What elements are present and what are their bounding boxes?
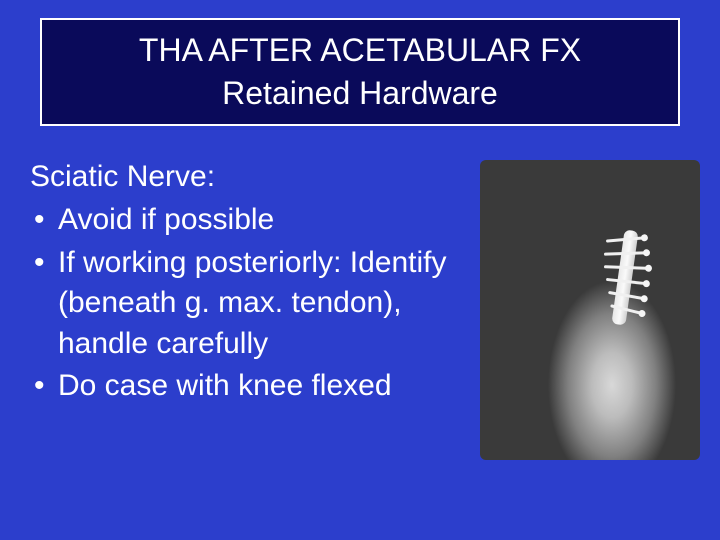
- bullet-text: Do case with knee flexed: [58, 366, 470, 407]
- bullet-text: If working posteriorly: Identify (beneat…: [58, 243, 470, 365]
- title-line-1: THA AFTER ACETABULAR FX: [139, 29, 581, 72]
- section-heading: Sciatic Nerve:: [30, 160, 470, 194]
- bullet-item: • Do case with knee flexed: [30, 366, 470, 407]
- content-area: Sciatic Nerve: • Avoid if possible • If …: [30, 160, 470, 409]
- acetabular-hardware-icon: [598, 220, 668, 330]
- bullet-marker-icon: •: [30, 243, 58, 284]
- title-line-2: Retained Hardware: [222, 72, 498, 115]
- bullet-item: • Avoid if possible: [30, 200, 470, 241]
- bullet-marker-icon: •: [30, 200, 58, 241]
- bullet-text: Avoid if possible: [58, 200, 470, 241]
- hip-xray-image: [480, 160, 700, 460]
- bullet-marker-icon: •: [30, 366, 58, 407]
- bullet-item: • If working posteriorly: Identify (bene…: [30, 243, 470, 365]
- title-box: THA AFTER ACETABULAR FX Retained Hardwar…: [40, 18, 680, 126]
